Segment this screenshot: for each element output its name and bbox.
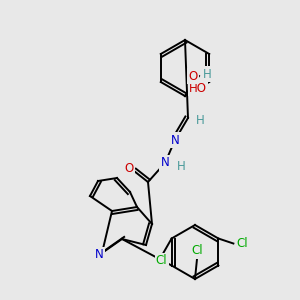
Text: H: H [202, 68, 211, 80]
Text: H: H [196, 115, 204, 128]
Text: H: H [177, 160, 185, 172]
Text: O: O [124, 163, 134, 176]
Text: N: N [160, 157, 169, 169]
Text: N: N [94, 248, 103, 262]
Text: Cl: Cl [156, 254, 167, 267]
Text: O: O [188, 70, 198, 83]
Text: Cl: Cl [237, 237, 248, 250]
Text: N: N [171, 134, 179, 146]
Text: Cl: Cl [191, 244, 203, 257]
Text: HO: HO [189, 82, 207, 94]
